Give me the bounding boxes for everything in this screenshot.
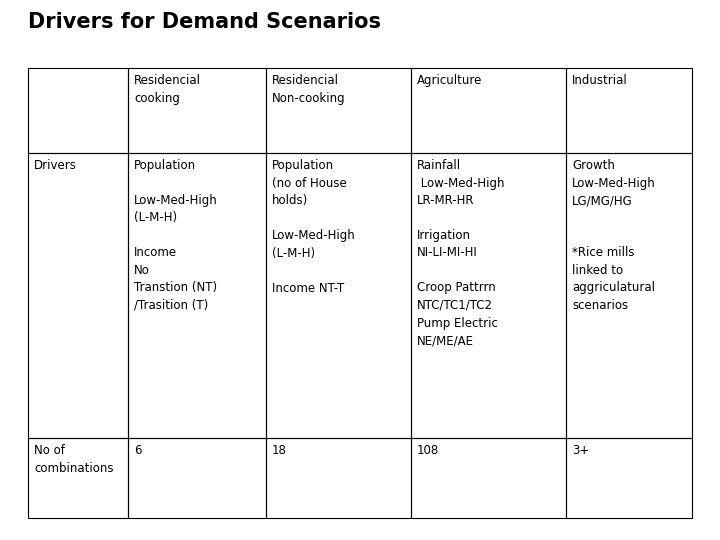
Bar xyxy=(566,153,692,438)
Text: Rainfall
 Low-Med-High
LR-MR-HR

Irrigation
NI-LI-MI-HI

Croop Pattrrn
NTC/TC1/T: Rainfall Low-Med-High LR-MR-HR Irrigatio… xyxy=(417,159,505,347)
Bar xyxy=(28,438,128,518)
Bar xyxy=(266,438,411,518)
Text: No of
combinations: No of combinations xyxy=(34,444,114,475)
Bar xyxy=(411,68,566,153)
Text: 6: 6 xyxy=(134,444,142,457)
Text: Growth
Low-Med-High
LG/MG/HG


*Rice mills
linked to
aggriculatural
scenarios: Growth Low-Med-High LG/MG/HG *Rice mills… xyxy=(572,159,656,312)
Bar xyxy=(128,68,266,153)
Bar xyxy=(128,153,266,438)
Text: Drivers: Drivers xyxy=(34,159,77,172)
Bar xyxy=(566,438,692,518)
Bar xyxy=(266,153,411,438)
Text: 18: 18 xyxy=(272,444,287,457)
Bar xyxy=(128,438,266,518)
Text: Residencial
cooking: Residencial cooking xyxy=(134,74,201,105)
Bar xyxy=(28,153,128,438)
Bar xyxy=(266,68,411,153)
Bar xyxy=(411,153,566,438)
Text: Residencial
Non-cooking: Residencial Non-cooking xyxy=(272,74,346,105)
Text: 3+: 3+ xyxy=(572,444,589,457)
Bar xyxy=(28,68,128,153)
Text: Population

Low-Med-High
(L-M-H)

Income
No
Transtion (NT)
/Trasition (T): Population Low-Med-High (L-M-H) Income N… xyxy=(134,159,217,312)
Text: Population
(no of House
holds)

Low-Med-High
(L-M-H)

Income NT-T: Population (no of House holds) Low-Med-H… xyxy=(272,159,356,294)
Bar xyxy=(566,68,692,153)
Text: 108: 108 xyxy=(417,444,439,457)
Bar xyxy=(411,438,566,518)
Text: Industrial: Industrial xyxy=(572,74,628,87)
Text: Drivers for Demand Scenarios: Drivers for Demand Scenarios xyxy=(28,12,381,32)
Text: Agriculture: Agriculture xyxy=(417,74,482,87)
